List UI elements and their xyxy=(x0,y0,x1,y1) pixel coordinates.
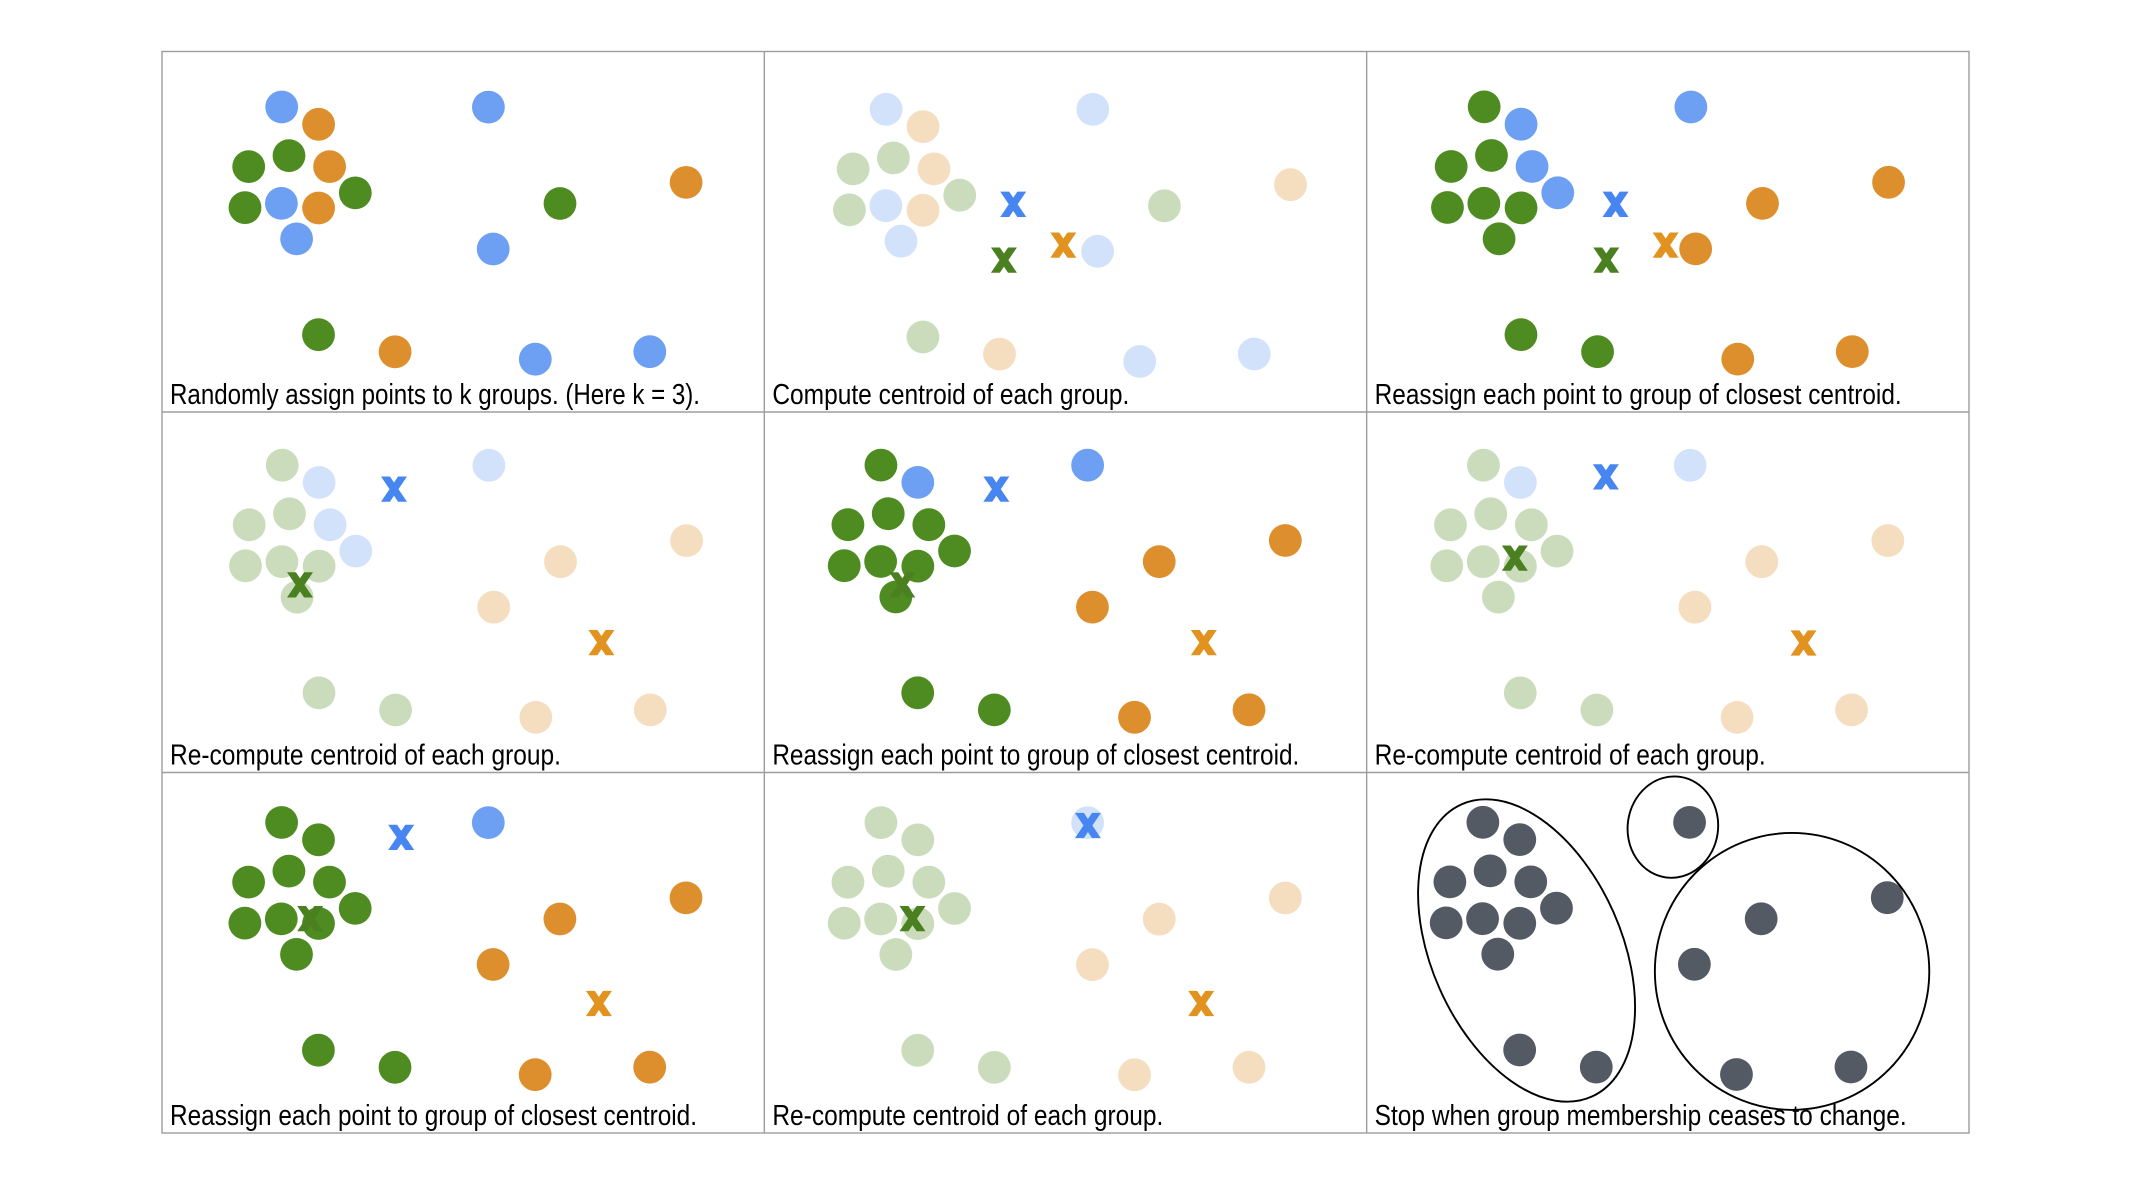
svg-text:Randomly assign points to k gr: Randomly assign points to k groups. (Her… xyxy=(170,379,700,411)
svg-text:Reassign each point to group o: Reassign each point to group of closest … xyxy=(170,1100,697,1132)
svg-text:Re-compute centroid of each gr: Re-compute centroid of each group. xyxy=(772,1100,1163,1132)
svg-text:Re-compute centroid of each gr: Re-compute centroid of each group. xyxy=(170,739,561,771)
svg-text:Re-compute centroid of each gr: Re-compute centroid of each group. xyxy=(1375,739,1766,771)
svg-text:Stop when group membership cea: Stop when group membership ceases to cha… xyxy=(1375,1100,1907,1132)
svg-text:Compute centroid of each group: Compute centroid of each group. xyxy=(772,379,1129,411)
svg-text:Reassign each point to group o: Reassign each point to group of closest … xyxy=(772,739,1299,771)
svg-text:Reassign each point to group o: Reassign each point to group of closest … xyxy=(1375,379,1902,411)
